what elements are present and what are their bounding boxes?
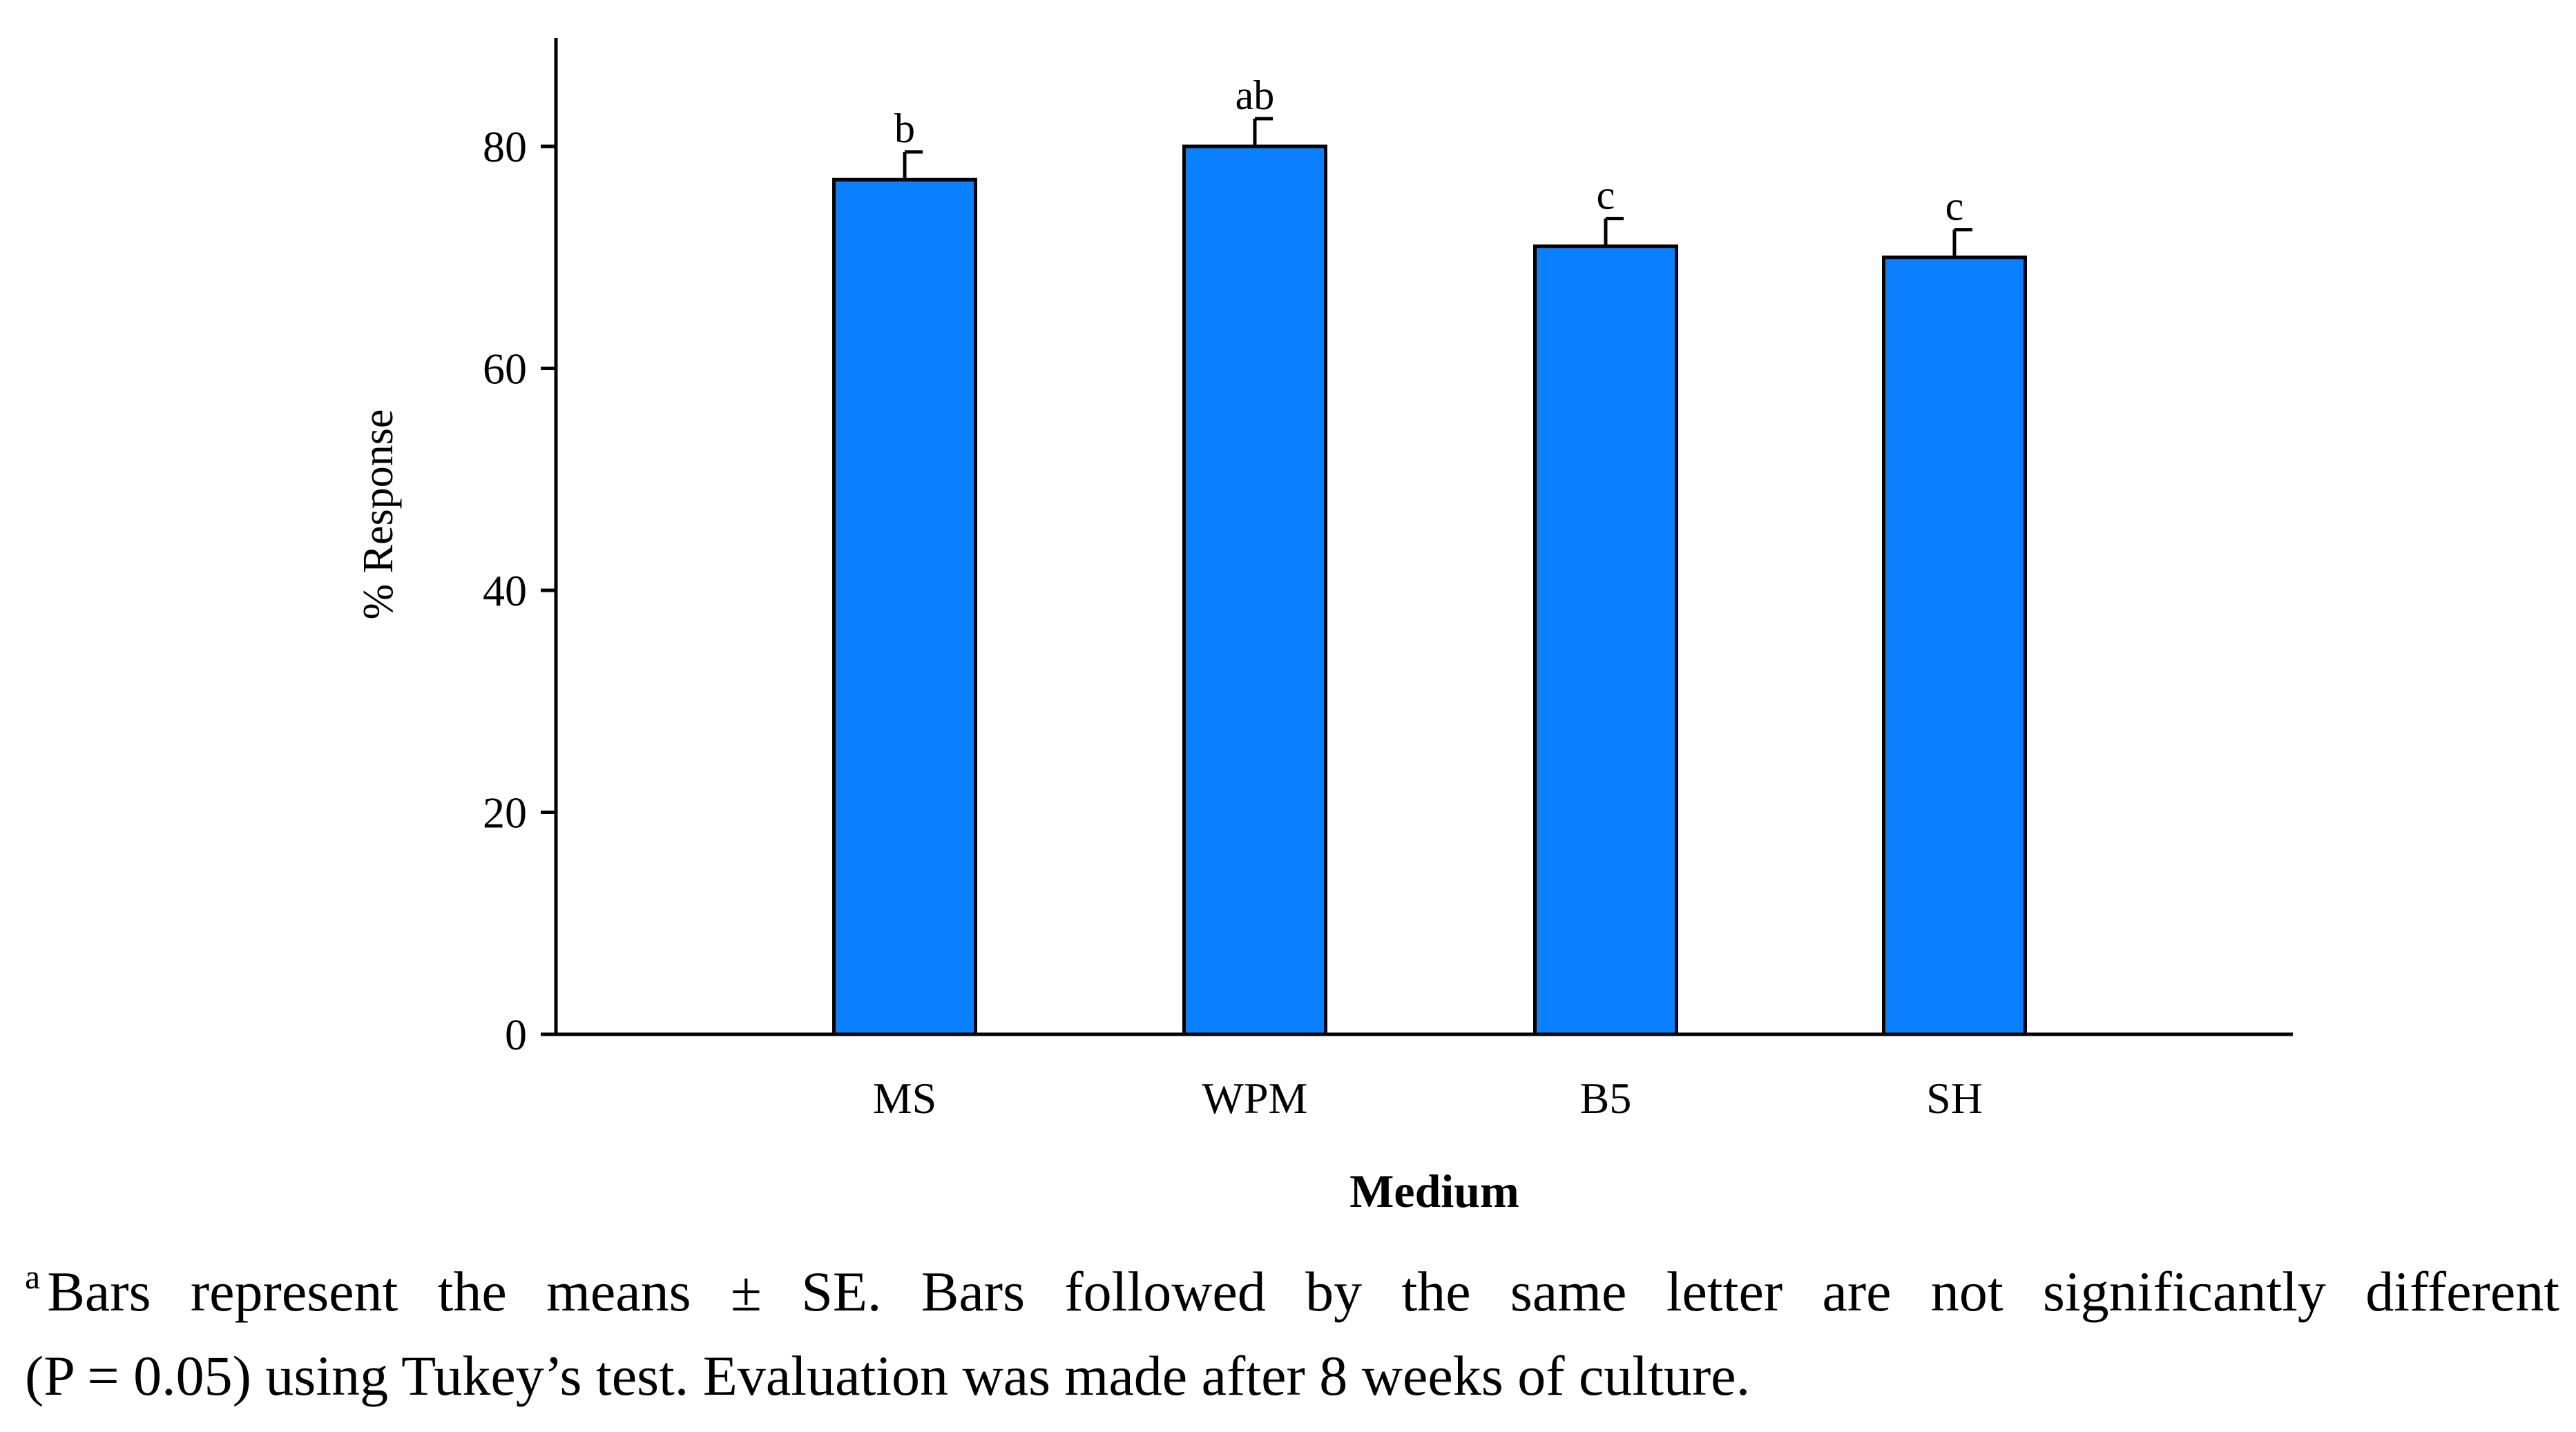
y-tick-label: 60 xyxy=(483,345,527,394)
footnote-marker: a xyxy=(25,1257,41,1296)
significance-letter: b xyxy=(894,106,915,151)
bar xyxy=(1182,144,1327,1036)
footnote-line-2: (P = 0.05) using Tukey’s test. Evaluatio… xyxy=(25,1344,1751,1407)
footnote-line-1-text: Bars represent the means ± SE. Bars foll… xyxy=(47,1260,2559,1323)
significance-letter: ab xyxy=(1236,72,1275,118)
footnote: a Bars represent the means ± SE. Bars fol… xyxy=(25,1250,2559,1418)
y-ticks: 0 20 40 60 80 xyxy=(483,122,556,1059)
x-tick-label: WPM xyxy=(1202,1074,1308,1123)
y-axis-label: % Response xyxy=(355,409,402,620)
x-tick-label: MS xyxy=(873,1074,937,1123)
bar xyxy=(832,177,977,1036)
bar-chart: b ab c c 0 20 40 60 80 MS WPM B5 SH % Response Med… xyxy=(355,38,2293,1217)
x-tick-label: SH xyxy=(1926,1074,1983,1123)
y-tick-label: 80 xyxy=(483,122,527,171)
bar xyxy=(1882,255,2027,1036)
footnote-line-1: a Bars represent the means ± SE. Bars fol… xyxy=(25,1250,2559,1334)
y-tick-label: 0 xyxy=(505,1010,527,1059)
bar xyxy=(1533,244,1678,1036)
y-tick-label: 40 xyxy=(483,566,527,615)
x-tick-label: B5 xyxy=(1580,1074,1632,1123)
x-axis-label: Medium xyxy=(1349,1165,1519,1217)
significance-letter: c xyxy=(1945,184,1964,229)
significance-letter: c xyxy=(1597,172,1615,217)
bars-layer: b ab c c xyxy=(832,72,2027,1036)
y-tick-label: 20 xyxy=(483,788,527,838)
axes-layer xyxy=(554,38,2293,1036)
x-tick-labels: MS WPM B5 SH xyxy=(873,1074,1983,1123)
